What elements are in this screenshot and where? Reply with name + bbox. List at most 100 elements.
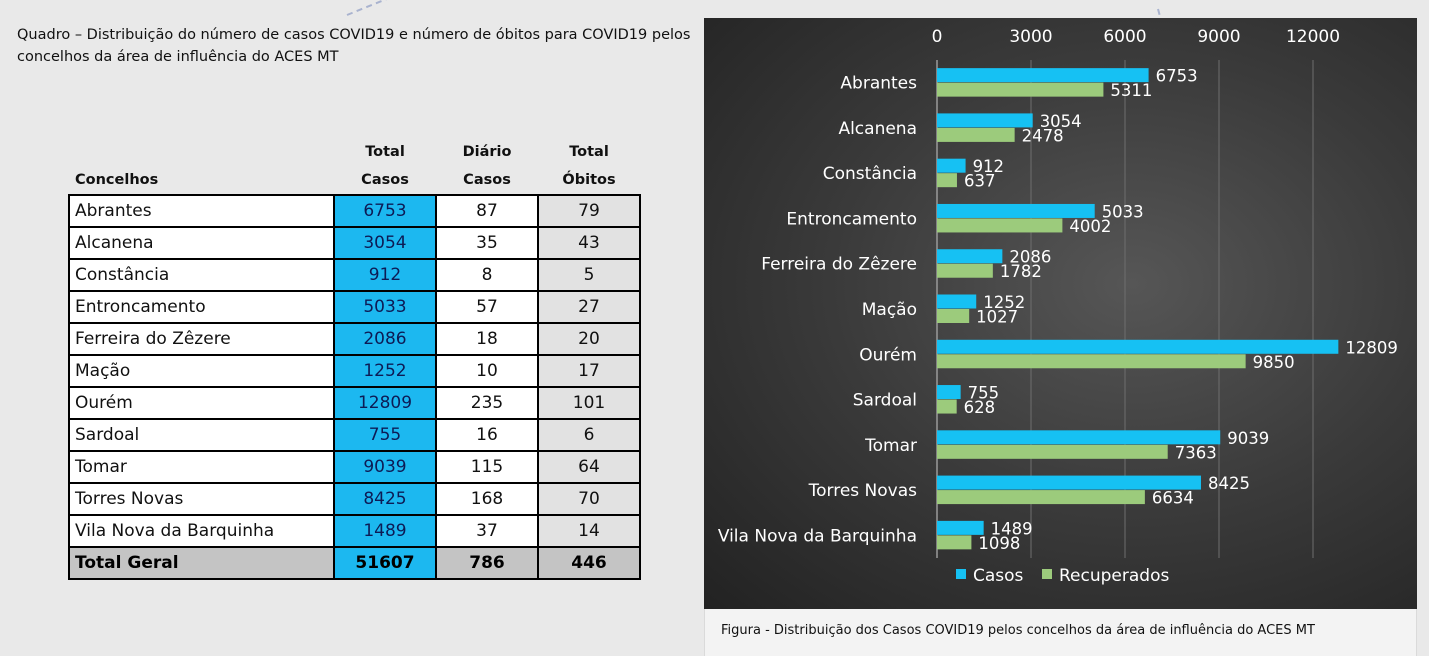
header-concelhos: Concelhos (75, 172, 159, 188)
bar-casos (937, 249, 1003, 264)
decorative-dash-line (346, 0, 402, 16)
x-tick-label: 9000 (1197, 27, 1240, 47)
bar-casos (937, 339, 1339, 354)
bar-recuperados (937, 354, 1246, 369)
data-label: 6634 (1152, 489, 1194, 508)
category-label: Sardoal (853, 391, 917, 411)
table-total-row: Total Geral 51607 786 446 (68, 546, 641, 580)
data-label: 755 (968, 384, 1000, 403)
chart-panel: 0 3000 6000 9000 12000 Abrantes 6753 5311 Alcane… (704, 18, 1417, 609)
category-label: Ourém (859, 345, 917, 365)
cell-total-obitos: 27 (537, 290, 641, 324)
data-label: 1782 (1000, 262, 1042, 281)
data-label: 637 (964, 172, 996, 191)
legend-swatch-casos (956, 569, 966, 579)
cell-total-obitos: 17 (537, 354, 641, 388)
legend-label: Casos (973, 566, 1024, 586)
cell-concelho: Alcanena (68, 226, 335, 260)
bar-recuperados (937, 490, 1145, 505)
cell-concelho: Entroncamento (68, 290, 335, 324)
table-row: Ferreira do Zêzere 2086 18 20 (68, 322, 641, 356)
bar-casos (937, 294, 977, 309)
header-total-casos-top: Total (365, 144, 405, 160)
cell-total-obitos: 43 (537, 226, 641, 260)
data-label: 7363 (1175, 443, 1217, 462)
cell-concelho: Ourém (68, 386, 335, 420)
table-row: Tomar 9039 115 64 (68, 450, 641, 484)
table-row: Constância 912 8 5 (68, 258, 641, 292)
category-label: Constância (823, 164, 917, 184)
category-label: Ferreira do Zêzere (761, 255, 917, 275)
bar-casos (937, 430, 1221, 445)
cell-total-obitos: 6 (537, 418, 641, 452)
bar-casos (937, 68, 1149, 83)
cell-concelho: Constância (68, 258, 335, 292)
cell-concelho: Torres Novas (68, 482, 335, 516)
cell-total-casos: 6753 (333, 194, 437, 228)
category-label: Abrantes (840, 74, 917, 94)
table-row: Sardoal 755 16 6 (68, 418, 641, 452)
bar-casos (937, 385, 961, 400)
category-label: Entroncamento (786, 209, 917, 229)
header-total-obitos-top: Total (569, 144, 609, 160)
data-label: 3054 (1040, 112, 1082, 131)
table-row: Ourém 12809 235 101 (68, 386, 641, 420)
category-label: Vila Nova da Barquinha (718, 526, 917, 546)
cell-total-obitos: 14 (537, 514, 641, 548)
bar-casos (937, 520, 984, 535)
cell-diario-casos: 35 (435, 226, 539, 260)
data-label: 1489 (991, 519, 1033, 538)
data-label: 8425 (1208, 474, 1250, 493)
table-row: Mação 1252 10 17 (68, 354, 641, 388)
cell-total-casos: 8425 (333, 482, 437, 516)
data-label: 1252 (983, 293, 1025, 312)
cell-concelho: Sardoal (68, 418, 335, 452)
cell-diario-casos: 115 (435, 450, 539, 484)
data-label: 2086 (1009, 248, 1051, 267)
category-label: Tomar (864, 436, 917, 456)
legend-swatch-recuperados (1042, 569, 1052, 579)
category-label: Mação (862, 300, 917, 320)
data-label: 5311 (1110, 81, 1152, 100)
cell-total-obitos: 20 (537, 322, 641, 356)
bar-recuperados (937, 535, 972, 550)
cell-total-obitos: 101 (537, 386, 641, 420)
bar-recuperados (937, 309, 970, 323)
cell-total-casos: 912 (333, 258, 437, 292)
cell-diario-casos: 168 (435, 482, 539, 516)
table-header-row-bottom: Concelhos Casos Casos Óbitos (69, 166, 640, 195)
cell-diario-casos: 57 (435, 290, 539, 324)
bar-recuperados (937, 127, 1015, 142)
header-total-obitos-bottom: Óbitos (562, 172, 616, 188)
cell-total-label: Total Geral (68, 546, 335, 580)
cell-concelho: Abrantes (68, 194, 335, 228)
data-label: 1098 (978, 534, 1020, 553)
cell-diario-casos: 87 (435, 194, 539, 228)
data-label: 4002 (1069, 217, 1111, 236)
bar-recuperados (937, 444, 1168, 459)
bar-recuperados (937, 263, 993, 278)
figure-caption: Figura - Distribuição dos Casos COVID19 … (721, 623, 1315, 638)
table-row: Alcanena 3054 35 43 (68, 226, 641, 260)
data-label: 5033 (1102, 202, 1144, 221)
bar-recuperados (937, 399, 957, 414)
bar-casos (937, 475, 1201, 490)
header-empty (69, 138, 334, 166)
table-header-row-top: Total Diário Total (69, 138, 640, 166)
data-label: 9039 (1227, 429, 1269, 448)
cell-total-casos: 755 (333, 418, 437, 452)
cell-total-obitos: 64 (537, 450, 641, 484)
legend-label: Recuperados (1059, 566, 1169, 586)
table-row: Vila Nova da Barquinha 1489 37 14 (68, 514, 641, 548)
bar-casos (937, 158, 966, 173)
cell-diario-casos: 10 (435, 354, 539, 388)
header-diario-casos-top: Diário (462, 144, 512, 160)
cell-diario-casos: 235 (435, 386, 539, 420)
cell-total-geral-casos: 51607 (333, 546, 437, 580)
cell-total-geral-obitos: 446 (537, 546, 641, 580)
caption-box: Figura - Distribuição dos Casos COVID19 … (704, 609, 1417, 656)
cell-total-casos: 1252 (333, 354, 437, 388)
bar-recuperados (937, 82, 1104, 97)
cell-concelho: Tomar (68, 450, 335, 484)
bar-recuperados (937, 173, 957, 188)
